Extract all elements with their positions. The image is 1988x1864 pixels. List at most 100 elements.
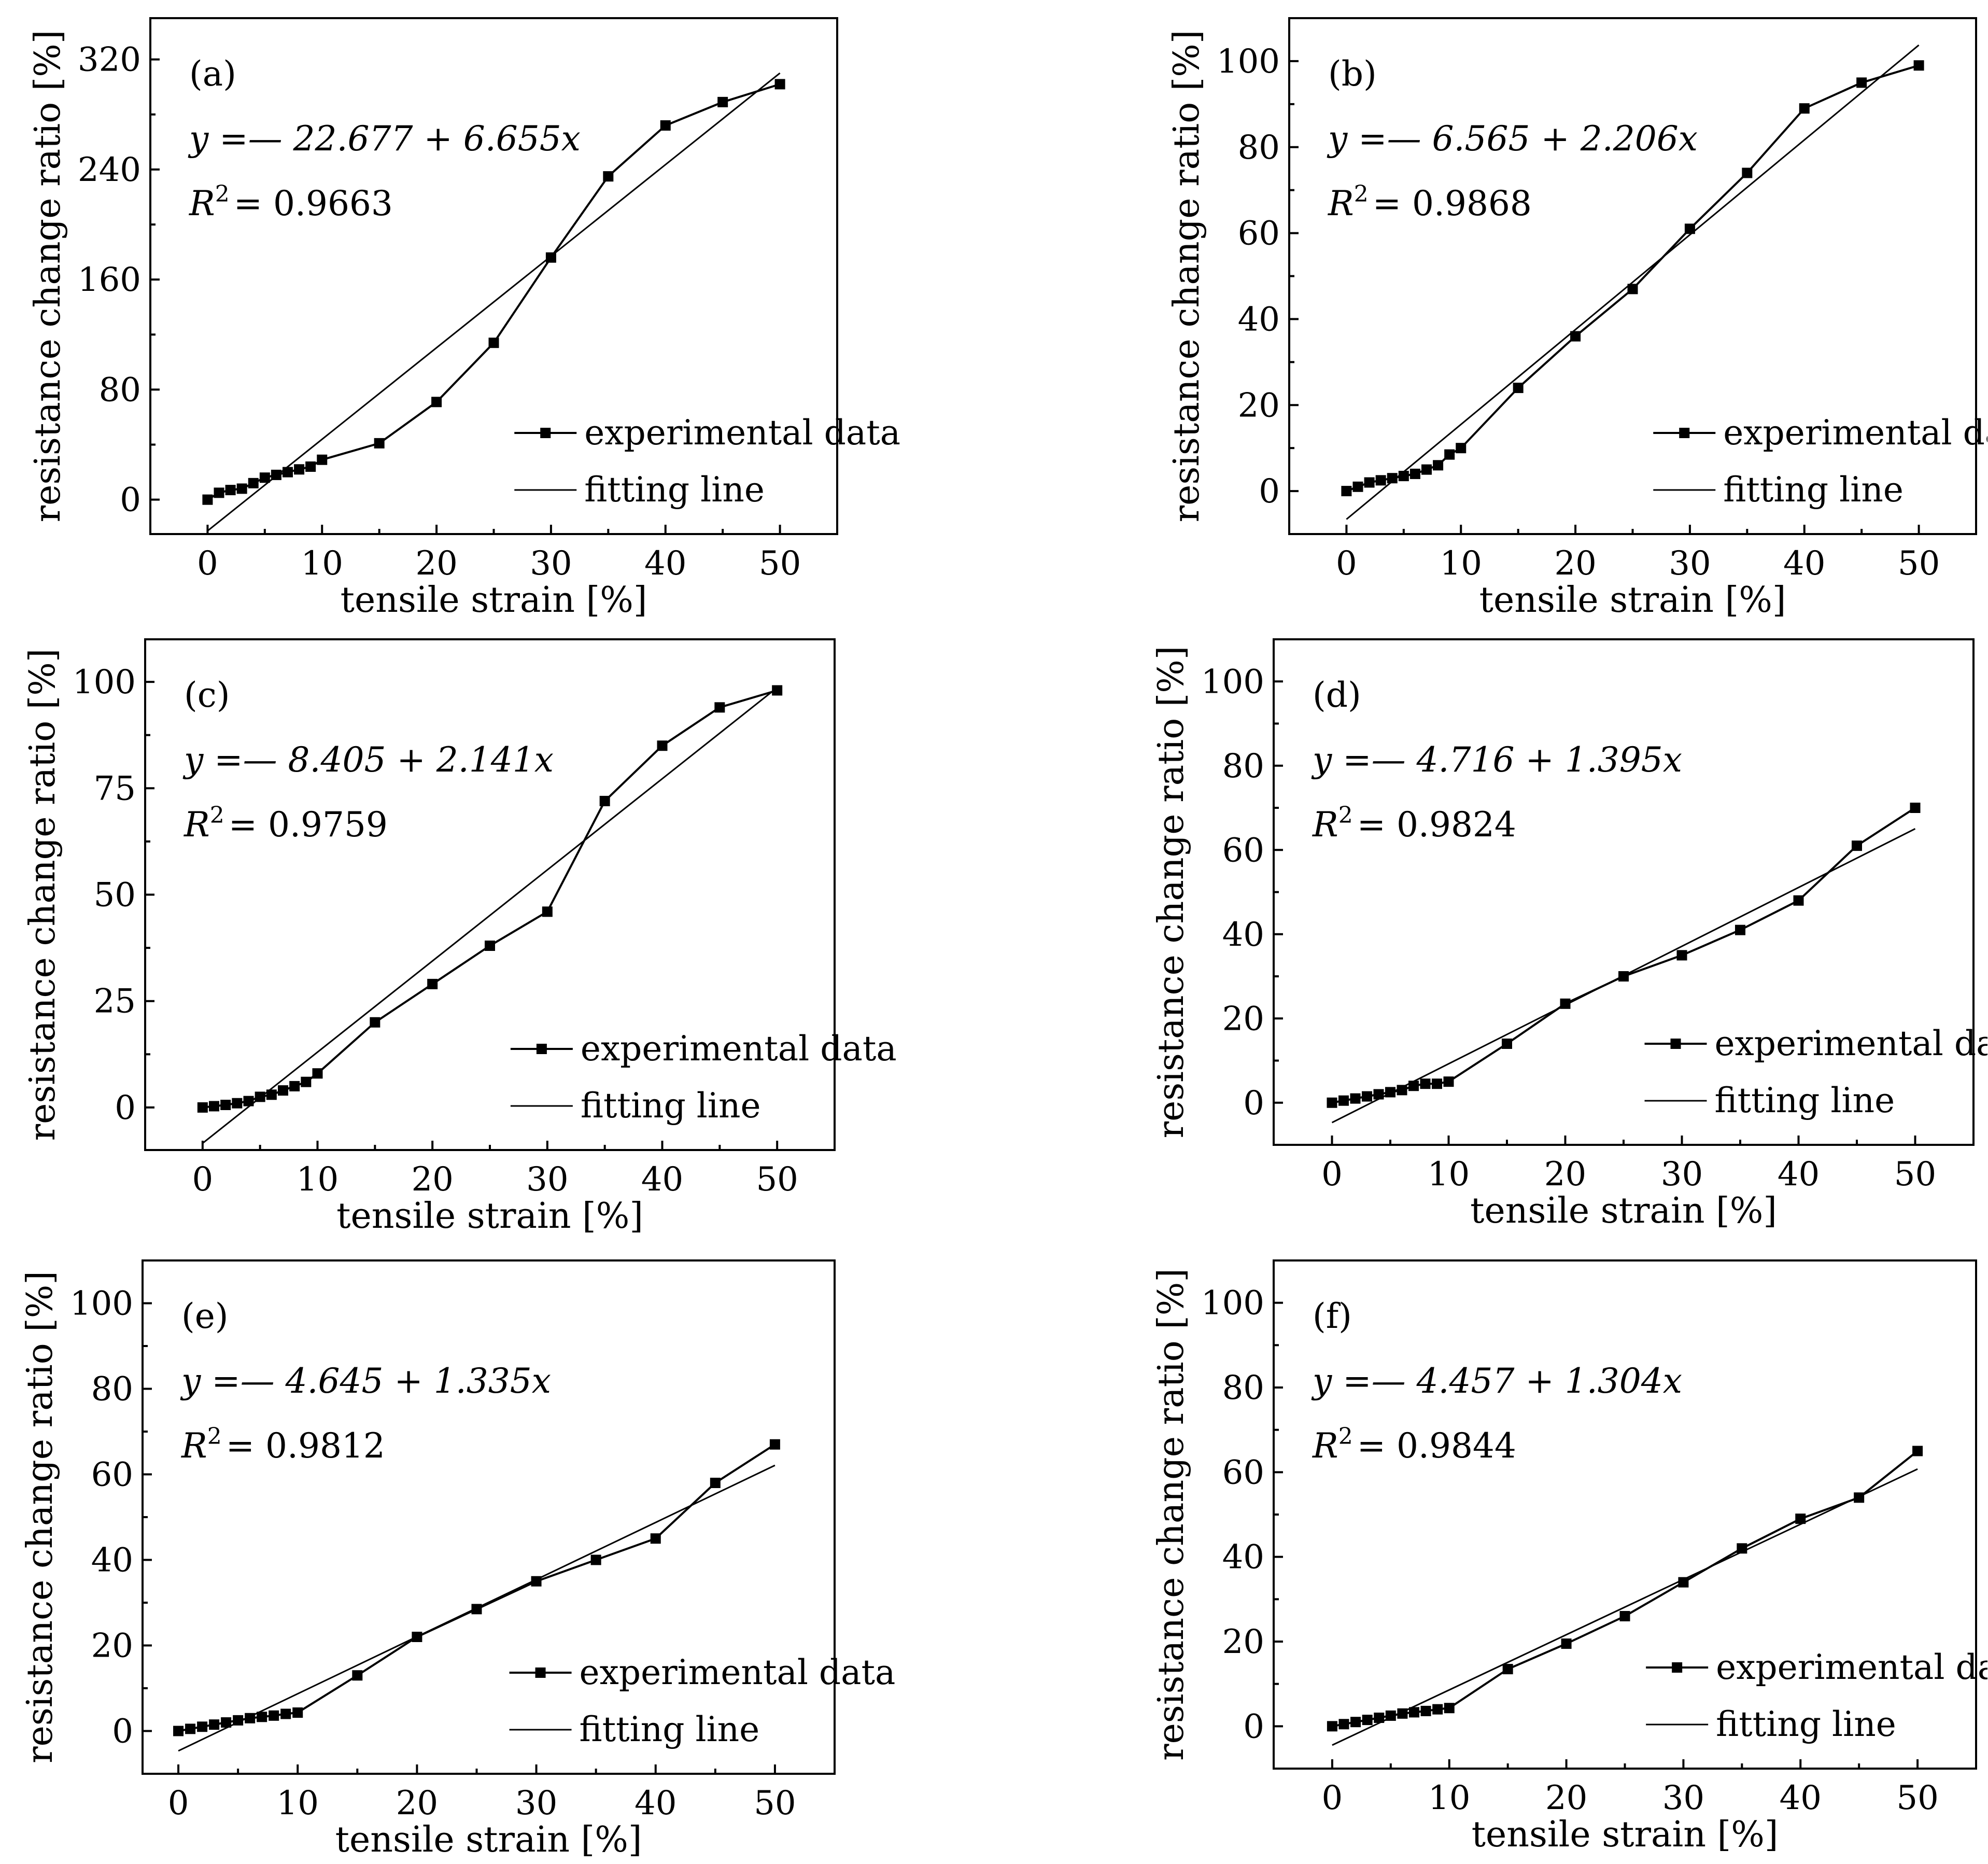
plot-frame	[1288, 17, 1977, 535]
data-point	[257, 1712, 267, 1722]
data-point	[232, 1098, 243, 1109]
data-point	[1352, 481, 1363, 492]
legend-label-fitting: fitting line	[1715, 1081, 1895, 1120]
r-superscript: 2	[1338, 1423, 1353, 1450]
data-point	[209, 1101, 219, 1112]
data-point	[1854, 1492, 1865, 1503]
y-tick-label: 0	[115, 1089, 136, 1127]
x-tick-label: 0	[192, 1160, 213, 1199]
r-squared: R2 = 0.9824	[1312, 802, 1516, 845]
y-tick-label: 40	[91, 1541, 133, 1580]
panel-label: (a)	[189, 54, 236, 94]
x-tick-label: 30	[515, 1784, 557, 1823]
data-point	[317, 454, 328, 465]
plot-frame	[142, 1259, 836, 1775]
data-point	[312, 1068, 323, 1079]
data-point	[1912, 1446, 1923, 1456]
fit-equation: y =— 4.645 + 1.335x	[180, 1361, 551, 1401]
data-point	[1619, 1611, 1630, 1621]
data-point	[1570, 331, 1581, 342]
data-point	[259, 472, 270, 483]
chart-panel-f: 0 10 20 30 40 50 0 20 40 60 80 100 tensile strain [%…	[994, 1242, 1987, 1863]
data-point	[660, 120, 671, 131]
fit-equation: y =— 4.716 + 1.395x	[1311, 740, 1682, 780]
data-point	[292, 1707, 303, 1718]
x-tick-label: 30	[1669, 544, 1711, 583]
data-point	[1676, 950, 1687, 961]
y-tick-label: 25	[94, 983, 136, 1021]
data-point	[1385, 1087, 1395, 1098]
legend-data-marker	[1679, 428, 1690, 438]
chart-c-svg: 0 10 20 30 40 50 0 25 50 75 100 tensile strain [%] r…	[22, 638, 897, 1237]
data-point	[294, 464, 305, 475]
x-tick-label: 20	[1554, 544, 1596, 583]
r-superscript: 2	[210, 802, 224, 829]
y-tick-label: 20	[1222, 1000, 1264, 1038]
x-axis-label: tensile strain [%]	[341, 580, 647, 621]
fit-equation: y =— 8.405 + 2.141x	[182, 740, 554, 780]
r-symbol: R	[181, 1426, 207, 1466]
legend-data-marker	[535, 1667, 546, 1678]
data-point	[1408, 1081, 1419, 1091]
y-tick-label: 100	[1201, 1284, 1264, 1323]
data-point	[185, 1723, 196, 1734]
data-point	[243, 1096, 254, 1106]
data-point	[1409, 468, 1420, 479]
fitting-line	[1332, 1468, 1918, 1746]
x-tick-label: 50	[1894, 1155, 1936, 1194]
legend-label-experimental: experimental data	[584, 413, 900, 453]
y-tick-label: 40	[1222, 916, 1264, 954]
x-tick-label: 30	[526, 1160, 568, 1199]
r-squared: R2 = 0.9868	[1328, 181, 1532, 223]
y-tick-label: 80	[99, 371, 141, 409]
x-axis-label: tensile strain [%]	[1470, 1190, 1777, 1231]
fitting-line	[202, 687, 778, 1144]
x-tick-label: 30	[530, 544, 572, 583]
data-point	[1443, 1076, 1454, 1087]
plot-frame	[1273, 638, 1975, 1146]
data-point	[233, 1715, 244, 1726]
y-axis-label: resistance change ratio [%]	[1151, 646, 1192, 1139]
r-squared-value: = 0.9844	[1357, 1426, 1516, 1466]
y-tick-label: 80	[1222, 747, 1264, 786]
data-point	[301, 1076, 312, 1087]
y-axis-label: resistance change ratio [%]	[27, 30, 68, 523]
data-point	[1856, 77, 1867, 88]
y-tick-label: 20	[91, 1627, 133, 1665]
x-tick-label: 0	[168, 1784, 189, 1823]
fitting-line	[207, 72, 781, 532]
r-squared-value: = 0.9759	[229, 805, 388, 845]
r-symbol: R	[1312, 1426, 1338, 1466]
x-axis-label: tensile strain [%]	[335, 1819, 642, 1860]
data-point	[488, 338, 499, 348]
data-point	[173, 1726, 184, 1736]
x-axis-label: tensile strain [%]	[336, 1196, 643, 1237]
y-tick-label: 80	[91, 1370, 133, 1409]
data-point	[197, 1721, 208, 1732]
legend-label-experimental: experimental data	[581, 1029, 897, 1069]
data-point	[209, 1719, 220, 1730]
x-tick-label: 0	[197, 544, 218, 583]
legend-label-experimental: experimental data	[580, 1652, 896, 1692]
x-tick-label: 0	[1322, 1779, 1343, 1817]
data-point	[202, 494, 213, 505]
data-point	[1618, 971, 1629, 982]
data-point	[1735, 924, 1745, 935]
panel-label: (e)	[181, 1296, 229, 1336]
data-point	[772, 685, 783, 696]
legend-data-marker	[1670, 1039, 1681, 1049]
data-point	[1420, 1078, 1431, 1089]
r-squared: R2 = 0.9759	[184, 802, 388, 845]
r-squared-value: = 0.9868	[1373, 184, 1532, 223]
chart-panel-c: 0 10 20 30 40 50 0 25 50 75 100 tensile strain [%] r…	[0, 621, 994, 1242]
panel-label: (f)	[1313, 1296, 1352, 1336]
data-point	[427, 978, 438, 989]
data-point	[374, 438, 385, 449]
x-tick-label: 20	[1545, 1779, 1587, 1817]
data-point	[221, 1717, 232, 1728]
data-point	[1350, 1093, 1361, 1104]
y-tick-label: 80	[1238, 129, 1280, 167]
x-tick-label: 40	[644, 544, 686, 583]
data-point	[1338, 1719, 1349, 1730]
